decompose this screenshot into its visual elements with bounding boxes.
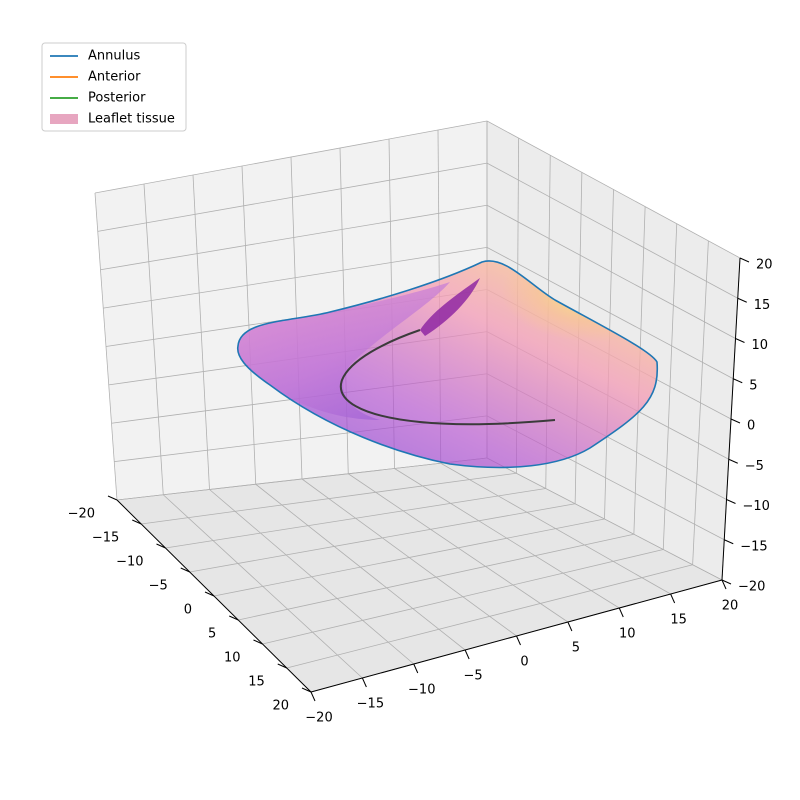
grid-line-z-left xyxy=(116,457,488,501)
x-tick-mark xyxy=(277,663,287,669)
axis-lines xyxy=(107,257,750,702)
y-tick-label: 10 xyxy=(619,627,636,642)
y-tick-mark xyxy=(464,649,470,660)
y-tick-mark xyxy=(413,663,419,674)
z-tick-mark xyxy=(724,539,734,545)
grid-line-y xyxy=(348,473,569,623)
grid-line-y xyxy=(209,489,415,665)
y-tick-mark xyxy=(310,691,316,702)
legend-label: Posterior xyxy=(88,91,146,106)
y-tick-label: 15 xyxy=(670,613,687,628)
grid-line-z-left xyxy=(94,120,488,194)
legend-label: Leaflet tissue xyxy=(88,112,175,127)
x-tick-label: 10 xyxy=(224,651,241,666)
y-tick-mark xyxy=(721,579,727,590)
grid-line-y xyxy=(301,478,517,637)
z-tick-mark xyxy=(728,458,738,464)
x-tick-label: 15 xyxy=(248,675,265,690)
x-tick-mark xyxy=(204,591,215,597)
grid-line-z xyxy=(486,247,734,380)
grid-line-z-left xyxy=(97,162,488,232)
z-tick-label: 0 xyxy=(747,419,755,434)
z-tick-mark xyxy=(733,378,743,384)
y-tick-mark xyxy=(670,593,676,604)
leaflet-surface-left xyxy=(237,282,450,420)
y-tick-label: 5 xyxy=(572,641,580,656)
y-tick-mark xyxy=(618,607,624,618)
z-tick-mark xyxy=(739,257,750,263)
y-tick-label: 20 xyxy=(722,599,739,614)
grid-line-y xyxy=(162,494,363,679)
z-tick-label: −20 xyxy=(738,580,765,595)
y-tick-mark xyxy=(361,677,367,688)
y-axis-line xyxy=(310,579,723,693)
z-tick-label: −5 xyxy=(745,459,764,474)
x-tick-mark xyxy=(107,495,118,501)
annulus-curve xyxy=(236,260,659,469)
z-tick-label: 15 xyxy=(754,298,771,313)
x-tick-mark xyxy=(180,567,190,573)
z-tick-mark xyxy=(737,297,747,303)
tick-labels: −20 −15 −10 −5 0 5 10 15 20 −20 −15 −10 −5 0 5 10 15 20 −2… xyxy=(68,258,773,726)
y-tick-label: −15 xyxy=(357,697,384,712)
legend-swatch-leaflet-tissue xyxy=(50,114,78,124)
grid-line-z xyxy=(486,457,723,581)
x-tick-mark xyxy=(156,543,166,549)
x-tick-label: 0 xyxy=(184,603,192,618)
legend: Annulus Anterior Posterior Leaflet tissue xyxy=(41,42,187,132)
x-tick-label: 5 xyxy=(208,627,216,642)
legend-label: Anterior xyxy=(88,70,141,85)
leaflet-fold xyxy=(420,278,480,336)
grid-line-y xyxy=(255,483,466,651)
x-axis-line xyxy=(116,499,312,693)
x-tick-mark xyxy=(301,687,312,693)
z-tick-label: 20 xyxy=(756,258,773,273)
x-tick-label: −15 xyxy=(92,531,119,546)
grid-line-z xyxy=(486,120,741,259)
y-tick-label: −10 xyxy=(408,683,435,698)
z-tick-label: −10 xyxy=(743,499,770,514)
grid-line-z-left xyxy=(103,246,488,309)
y-tick-label: 0 xyxy=(520,655,528,670)
x-tick-label: −20 xyxy=(68,507,95,522)
leaflet-surface-highlight xyxy=(455,260,657,372)
z-tick-mark xyxy=(726,499,736,504)
grid-line-y xyxy=(394,468,620,609)
grid-line-z-left xyxy=(100,204,488,271)
coaptation-curve xyxy=(339,329,556,426)
z-tick-mark xyxy=(721,579,732,585)
grid-line-z xyxy=(486,204,736,339)
x-tick-label: −5 xyxy=(149,579,168,594)
grid-line-y xyxy=(440,462,671,595)
z-tick-label: 5 xyxy=(749,378,757,393)
y-tick-label: −20 xyxy=(305,711,332,726)
z-tick-mark xyxy=(735,338,745,343)
legend-box xyxy=(41,42,187,132)
x-tick-label: −10 xyxy=(116,555,143,570)
grid-line-z xyxy=(486,162,738,299)
x-tick-mark xyxy=(132,519,142,525)
x-tick-mark xyxy=(253,639,263,645)
z-tick-label: 10 xyxy=(752,338,769,353)
y-tick-mark xyxy=(516,635,521,646)
x-tick-mark xyxy=(229,615,239,621)
y-tick-label: −5 xyxy=(464,669,483,684)
z-axis-line xyxy=(721,257,741,581)
z-tick-mark xyxy=(730,418,741,424)
legend-label: Annulus xyxy=(88,49,140,64)
x-tick-label: 20 xyxy=(272,699,289,714)
y-tick-mark xyxy=(567,621,573,632)
z-tick-label: −15 xyxy=(740,539,767,554)
